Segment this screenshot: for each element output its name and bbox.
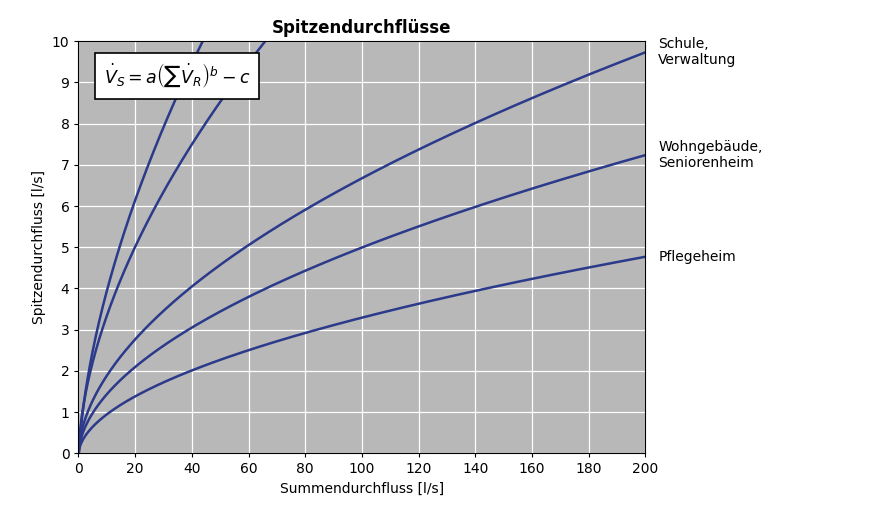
Text: Schule,
Verwaltung: Schule, Verwaltung <box>658 37 737 67</box>
X-axis label: Summendurchfluss [l/s]: Summendurchfluss [l/s] <box>280 482 444 496</box>
Y-axis label: Spitzendurchfluss [l/s]: Spitzendurchfluss [l/s] <box>32 170 46 324</box>
Text: Pflegeheim: Pflegeheim <box>658 250 736 264</box>
Text: Wohngebäude,
Seniorenheim: Wohngebäude, Seniorenheim <box>658 140 763 170</box>
Title: Spitzendurchflüsse: Spitzendurchflüsse <box>272 19 452 37</box>
Text: $\dot{V}_S = a\left(\sum \dot{V}_R\right)^b - c$: $\dot{V}_S = a\left(\sum \dot{V}_R\right… <box>104 62 250 90</box>
